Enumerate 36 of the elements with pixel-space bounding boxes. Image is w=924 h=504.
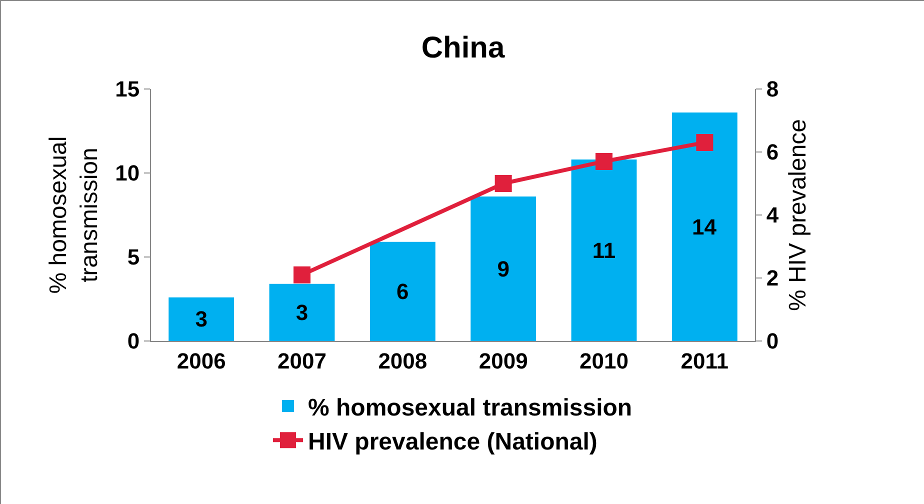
bar <box>370 242 436 341</box>
data-label: 9 <box>497 256 510 282</box>
data-label: 3 <box>195 306 208 332</box>
data-label: 11 <box>592 238 616 263</box>
bar <box>672 112 738 341</box>
y2-tick-label: 8 <box>766 76 779 102</box>
y-tick-label: 10 <box>115 160 140 186</box>
y-axis-title: % homosexual transmission <box>45 136 104 294</box>
legend-label: % homosexual transmission <box>308 394 632 422</box>
y2-tick-label: 2 <box>766 266 779 291</box>
y-tick-label: 15 <box>115 76 140 102</box>
bar <box>571 160 637 341</box>
data-label: 3 <box>296 300 308 325</box>
bar <box>470 196 536 341</box>
data-label: 14 <box>692 214 718 240</box>
y2-tick-label: 4 <box>766 202 780 228</box>
x-tick-label: 2006 <box>176 348 226 374</box>
y-tick-label: 5 <box>127 244 140 270</box>
point <box>494 175 512 192</box>
legend-label: HIV prevalence (National) <box>308 428 598 456</box>
point <box>596 152 612 170</box>
bar <box>168 297 234 341</box>
x-tick-label: 2010 <box>580 348 628 374</box>
point <box>696 134 714 152</box>
y-tick-label: 0 <box>127 328 140 354</box>
bar <box>269 284 335 341</box>
point <box>294 266 310 284</box>
y2-tick-label: 6 <box>766 140 779 165</box>
x-tick-label: 2009 <box>478 348 528 374</box>
x-tick-label: 2008 <box>378 348 428 374</box>
y2-axis-title: % HIV prevalence <box>784 118 812 312</box>
chart-title: China <box>421 31 505 64</box>
x-tick-label: 2007 <box>278 348 326 374</box>
x-tick-label: 2011 <box>680 348 729 374</box>
y2-tick-label: 0 <box>766 328 779 354</box>
data-label: 6 <box>396 278 409 304</box>
